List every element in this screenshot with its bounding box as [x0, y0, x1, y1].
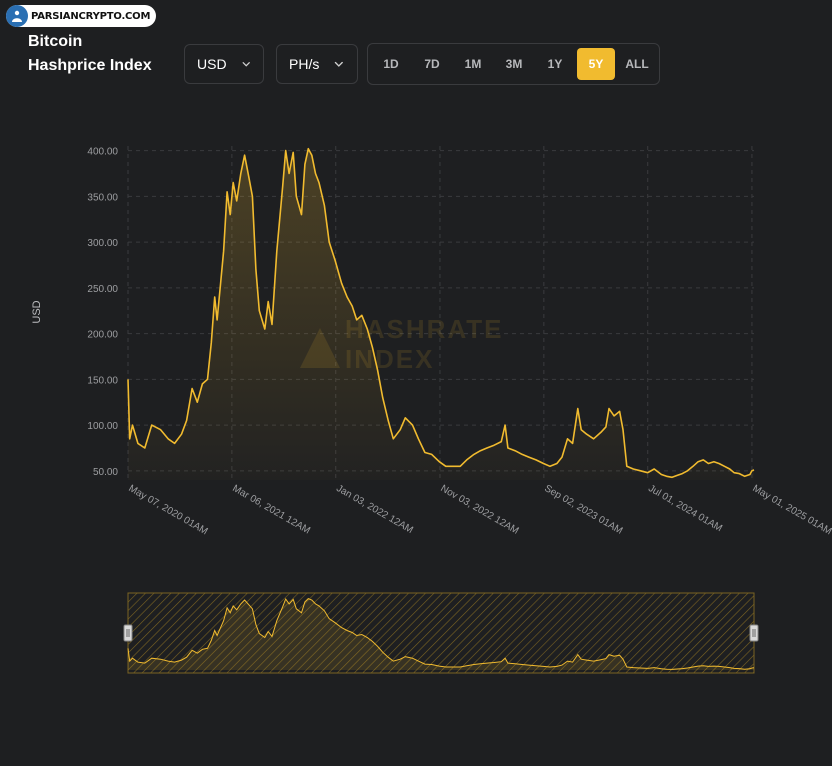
series-line: [127, 147, 755, 479]
x-tick-label: Mar 06, 2021 12AM: [230, 483, 312, 536]
navigator-right-handle[interactable]: [749, 624, 759, 642]
range-button-5y[interactable]: 5Y: [577, 48, 615, 80]
watermark-logo-icon: [6, 5, 28, 27]
navigator-line: [127, 597, 755, 670]
currency-select[interactable]: USD: [184, 44, 264, 84]
navigator-left-handle[interactable]: [123, 624, 133, 642]
page-title-line1: Bitcoin: [28, 33, 83, 50]
y-axis-ticks: 400.00 350.00 300.00 250.00 200.00 150.00 100.…: [87, 147, 118, 478]
x-tick-label: May 07, 2020 01AM: [127, 483, 210, 537]
y-tick-label: 300.00: [87, 238, 118, 249]
y-tick-label: 150.00: [87, 375, 118, 386]
x-tick-label: Sep 02, 2023 01AM: [542, 483, 624, 537]
range-button-1d[interactable]: 1D: [383, 57, 399, 71]
unit-select-value: PH/s: [289, 56, 320, 72]
range-button-3m[interactable]: 3M: [505, 57, 523, 71]
y-tick-label: 50.00: [93, 467, 118, 478]
currency-select-value: USD: [197, 56, 227, 72]
x-tick-label: Jan 03, 2022 12AM: [334, 483, 415, 536]
range-button-1y[interactable]: 1Y: [547, 57, 563, 71]
chart-watermark-line1: HASHRATE: [345, 314, 504, 344]
page-title: Bitcoin Hashprice Index: [28, 30, 152, 78]
x-tick-label: Nov 03, 2022 12AM: [438, 483, 520, 537]
chevron-down-icon: [242, 62, 250, 67]
range-button-7d[interactable]: 7D: [424, 57, 440, 71]
range-button-all[interactable]: ALL: [625, 57, 649, 71]
x-tick-label: May 01, 2025 01AM: [750, 483, 832, 537]
y-tick-label: 200.00: [87, 330, 118, 341]
time-range-selector: 1D 7D 1M 3M 1Y 5Y ALL: [367, 43, 660, 85]
y-tick-label: 400.00: [87, 147, 118, 158]
range-button-1m[interactable]: 1M: [464, 57, 482, 71]
y-tick-label: 350.00: [87, 192, 118, 203]
unit-select[interactable]: PH/s: [276, 44, 358, 84]
site-watermark: PARSIANCRYPTO.COM: [6, 5, 157, 27]
y-tick-label: 250.00: [87, 284, 118, 295]
x-axis-ticks: May 07, 2020 01AM Mar 06, 2021 12AM Jan 03…: [127, 483, 832, 537]
y-tick-label: 100.00: [87, 421, 118, 432]
watermark-text: PARSIANCRYPTO.COM: [31, 10, 151, 22]
range-navigator[interactable]: [123, 592, 759, 674]
series-area: [128, 148, 754, 480]
y-axis-label: USD: [31, 300, 43, 323]
chevron-down-icon: [335, 61, 344, 67]
navigator-area: [128, 598, 754, 670]
page-title-line2: Hashprice Index: [28, 57, 152, 74]
x-tick-label: Jul 01, 2024 01AM: [646, 483, 724, 534]
